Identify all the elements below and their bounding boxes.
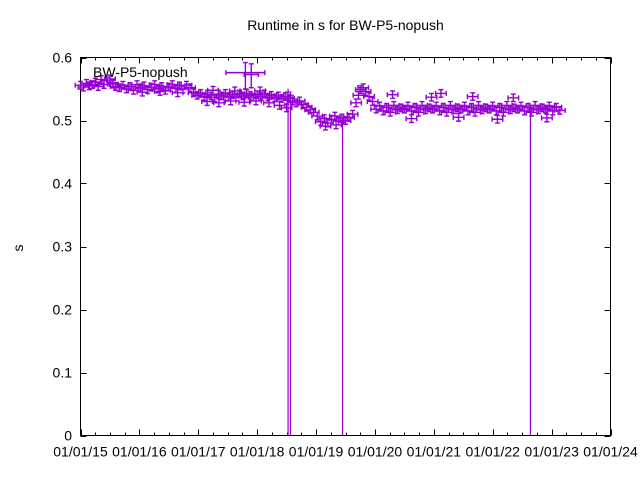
y-tick-label: 0.4 <box>53 176 73 192</box>
x-tick-label: 01/01/24 <box>583 444 638 460</box>
x-tick-label: 01/01/15 <box>53 444 108 460</box>
x-tick-label: 01/01/18 <box>230 444 285 460</box>
y-tick-label: 0.1 <box>53 365 73 381</box>
x-tick-label: 01/01/16 <box>112 444 167 460</box>
plot-border <box>80 57 611 436</box>
chart-title: Runtime in s for BW-P5-nopush <box>247 17 444 33</box>
y-tick-label: 0.5 <box>53 113 73 129</box>
data-points-series <box>74 61 566 131</box>
legend-label: BW-P5-nopush <box>93 64 188 80</box>
x-tick-label: 01/01/23 <box>524 444 579 460</box>
x-tick-label: 01/01/21 <box>407 444 462 460</box>
x-tick-label: 01/01/17 <box>171 444 226 460</box>
x-tick-label: 01/01/22 <box>465 444 520 460</box>
x-tick-label: 01/01/19 <box>289 444 344 460</box>
x-tick-label: 01/01/20 <box>348 444 403 460</box>
axis-ticks <box>80 57 612 437</box>
y-tick-label: 0 <box>64 428 72 444</box>
y-tick-label: 0.3 <box>53 239 73 255</box>
y-axis-label: s <box>10 244 26 252</box>
y-tick-label: 0.2 <box>53 302 73 318</box>
dropline-points <box>284 88 534 436</box>
y-tick-label: 0.6 <box>53 50 73 66</box>
